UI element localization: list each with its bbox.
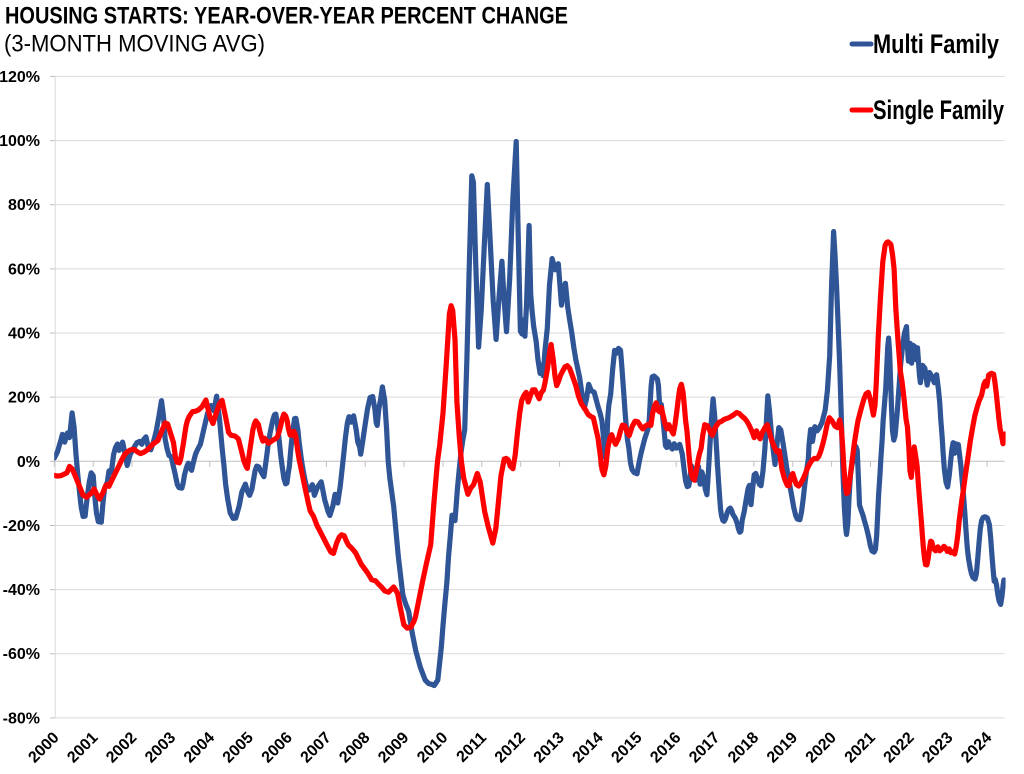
- svg-text:100%: 100%: [0, 133, 40, 150]
- svg-text:-80%: -80%: [3, 710, 40, 727]
- svg-text:(3-MONTH MOVING AVG): (3-MONTH MOVING AVG): [4, 31, 265, 58]
- svg-text:60%: 60%: [8, 261, 40, 278]
- svg-text:-20%: -20%: [3, 518, 40, 535]
- svg-text:Multi Family: Multi Family: [873, 29, 999, 59]
- svg-text:HOUSING STARTS: YEAR-OVER-YEAR: HOUSING STARTS: YEAR-OVER-YEAR PERCENT C…: [5, 3, 568, 30]
- svg-text:40%: 40%: [8, 326, 40, 343]
- svg-text:Single Family: Single Family: [873, 95, 1004, 125]
- svg-text:0%: 0%: [17, 454, 40, 471]
- svg-text:120%: 120%: [0, 69, 40, 86]
- svg-text:-40%: -40%: [3, 582, 40, 599]
- svg-text:20%: 20%: [8, 390, 40, 407]
- svg-text:-60%: -60%: [3, 646, 40, 663]
- svg-text:80%: 80%: [8, 197, 40, 214]
